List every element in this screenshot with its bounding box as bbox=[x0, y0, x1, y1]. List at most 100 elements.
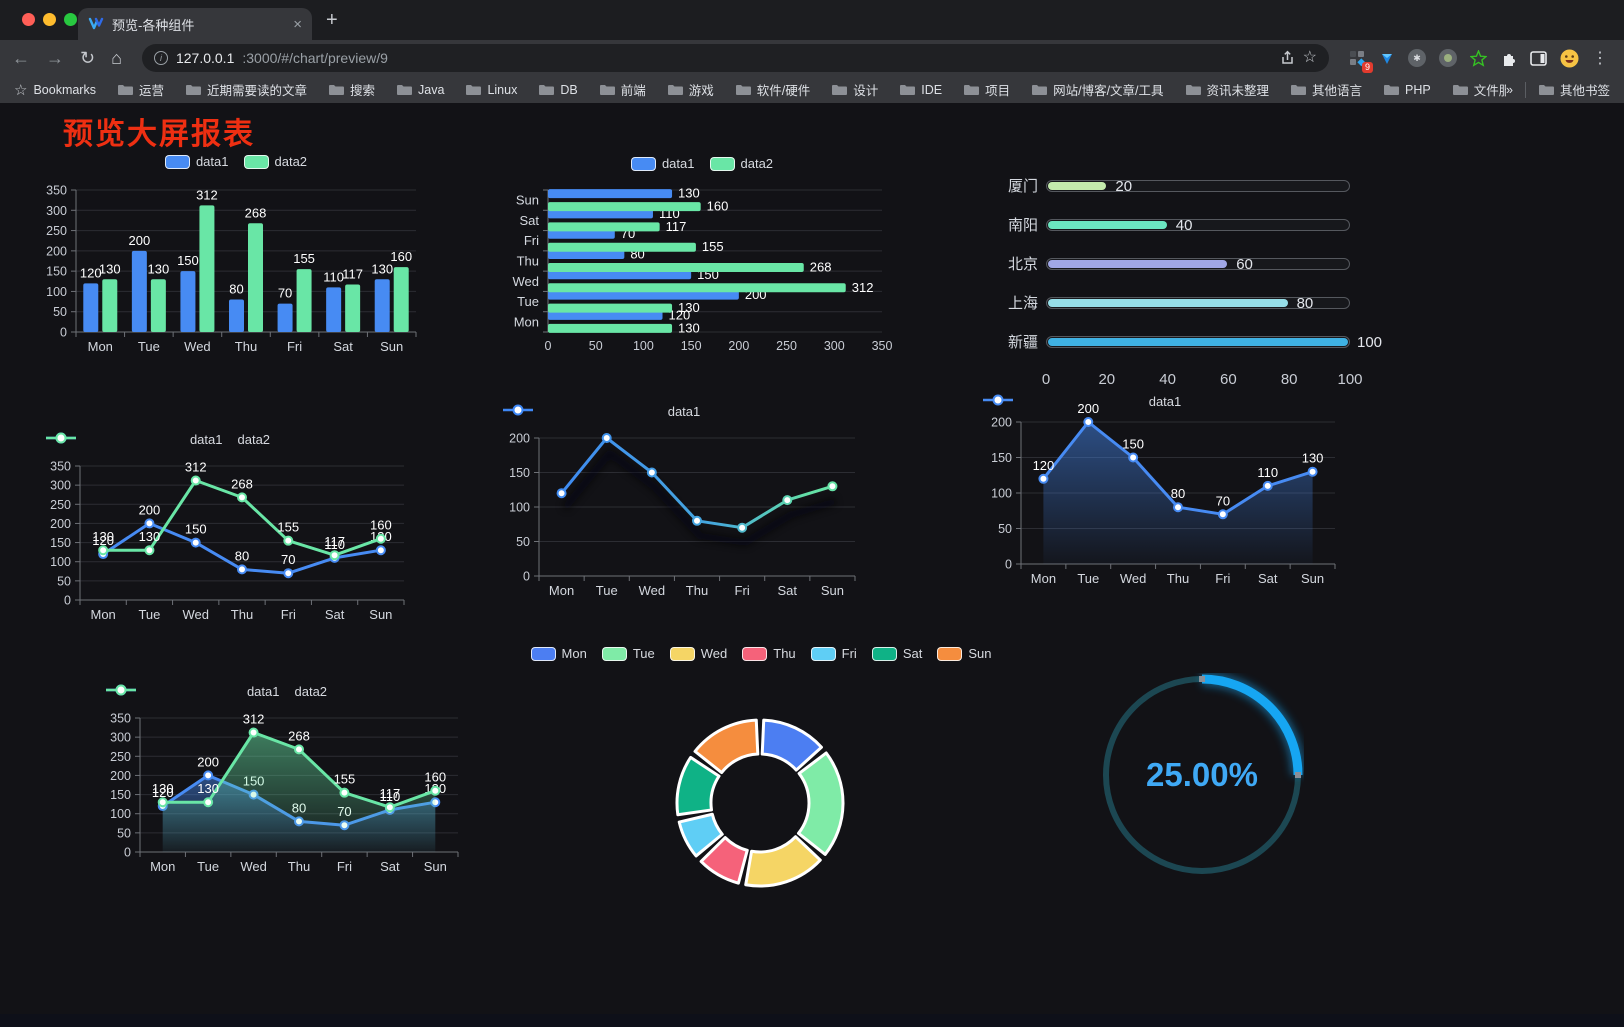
c7-canvas[interactable]: 0 50 100 150 200 250 300 350 Mon Tue Wed Thu Fri Sat S… bbox=[106, 676, 468, 890]
bookmarks-overflow-chevron[interactable]: » bbox=[1506, 82, 1513, 97]
legend-item-data1[interactable]: data1 bbox=[630, 156, 695, 171]
browser-menu-icon[interactable]: ⋮ bbox=[1592, 50, 1608, 67]
svg-text:Fri: Fri bbox=[337, 859, 352, 874]
chart-bar-horizontal[interactable]: data1 data2 Mon Tue Wed Thu Fri Sat Sun 0 50 100 150… bbox=[506, 148, 898, 366]
legend-item-data1[interactable]: data1 bbox=[164, 154, 229, 169]
pie-slice-Wed[interactable] bbox=[744, 835, 822, 888]
bookmark-folder-item[interactable]: 设计 bbox=[831, 80, 878, 99]
bookmark-folder-item[interactable]: PHP bbox=[1383, 83, 1431, 97]
bookmark-folder-item[interactable]: Linux bbox=[465, 83, 517, 97]
diamond-extension-icon[interactable] bbox=[1379, 50, 1395, 66]
home-icon[interactable]: ⌂ bbox=[111, 48, 122, 68]
c5-canvas[interactable]: 0 50 100 150 200 Mon Tue Wed Thu Fri Sat Sun bbox=[503, 396, 865, 610]
progress-row-厦门[interactable]: 厦门 20 bbox=[998, 166, 1350, 205]
bookmark-folder-item[interactable]: 资讯未整理 bbox=[1185, 80, 1269, 99]
maximize-window-button[interactable] bbox=[64, 13, 77, 26]
svg-text:117: 117 bbox=[666, 219, 687, 234]
progress-row-南阳[interactable]: 南阳 40 bbox=[998, 205, 1350, 244]
legend-item-Sun[interactable]: Sun bbox=[937, 646, 991, 661]
legend-item-Tue[interactable]: Tue bbox=[601, 646, 655, 661]
legend-item-data2[interactable]: data2 bbox=[106, 684, 327, 699]
pie-slice-Tue[interactable] bbox=[796, 751, 845, 856]
legend-item-data1[interactable]: data1 bbox=[503, 404, 700, 419]
forward-icon[interactable]: → bbox=[46, 48, 64, 68]
tampermonkey-icon[interactable]: 9 bbox=[1349, 50, 1373, 73]
legend-item-Fri[interactable]: Fri bbox=[810, 646, 857, 661]
bookmark-star-icon[interactable]: ☆ bbox=[1302, 49, 1317, 66]
progress-fill bbox=[1048, 259, 1228, 268]
pie-slice-Sun[interactable] bbox=[693, 718, 760, 775]
chart-area-single[interactable]: data1 0 50 100 150 200 Mon Tue Wed Thu Fri Sat Sun 12… bbox=[983, 386, 1347, 596]
minimize-window-button[interactable] bbox=[43, 13, 56, 26]
bookmark-folder-item[interactable]: 运营 bbox=[117, 80, 164, 99]
legend-item-data1[interactable]: data1 bbox=[46, 432, 223, 447]
chart-area-dual[interactable]: data1 data2 0 50 100 150 200 250 300 350 Mon Tue Wed… bbox=[106, 676, 468, 890]
bookmark-folder-item[interactable]: 游戏 bbox=[667, 80, 714, 99]
chart-city-progress[interactable]: 厦门 20 南阳 40 北京 60 上海 80 新疆 100 0 20 40 60 80 100 bbox=[998, 152, 1382, 389]
svg-text:160: 160 bbox=[424, 770, 446, 785]
legend-item-data2[interactable]: data2 bbox=[243, 154, 307, 169]
chart-line-dual[interactable]: data1 data2 0 50 100 150 200 250 300 350 Mon Tue Wed… bbox=[46, 424, 414, 638]
bookmark-folder-item[interactable]: 文件服务器 bbox=[1452, 80, 1506, 99]
bookmark-folder-item[interactable]: IDE bbox=[899, 83, 942, 97]
mac-traffic-lights bbox=[22, 13, 77, 26]
bookmarks-star-icon[interactable]: ☆ bbox=[14, 81, 28, 99]
chart-gauge[interactable]: 25.00% bbox=[1100, 673, 1304, 877]
progress-row-上海[interactable]: 上海 80 bbox=[998, 283, 1350, 322]
chart-donut[interactable]: Mon Tue Wed Thu Fri Sat Sun bbox=[530, 638, 991, 896]
bookmark-folder-item[interactable]: 网站/博客/文章/工具 bbox=[1031, 80, 1164, 99]
share-icon[interactable] bbox=[1280, 50, 1295, 66]
puzzle-extensions-icon[interactable] bbox=[1500, 50, 1517, 67]
legend-item-Wed[interactable]: Wed bbox=[669, 646, 727, 661]
side-panel-icon[interactable] bbox=[1530, 50, 1547, 66]
bookmark-folder-item[interactable]: 搜索 bbox=[328, 80, 375, 99]
bookmarks-label[interactable]: Bookmarks bbox=[33, 82, 96, 97]
progress-row-新疆[interactable]: 新疆 100 bbox=[998, 322, 1382, 361]
svg-text:130: 130 bbox=[678, 320, 700, 335]
pie-slice-Sat[interactable] bbox=[675, 755, 721, 817]
svg-text:Mon: Mon bbox=[1031, 571, 1056, 586]
c9-canvas[interactable]: 25.00% bbox=[1100, 673, 1304, 877]
reload-icon[interactable]: ↻ bbox=[80, 48, 96, 68]
pie-slice-Thu[interactable] bbox=[699, 836, 749, 885]
bookmark-folder-item[interactable]: 项目 bbox=[963, 80, 1010, 99]
bookmark-folder-item[interactable]: 软件/硬件 bbox=[735, 80, 810, 99]
recorder-extension-icon[interactable] bbox=[1439, 49, 1457, 67]
bookmark-folder-item[interactable]: 近期需要读的文章 bbox=[185, 80, 307, 99]
pie-slice-Fri[interactable] bbox=[677, 812, 724, 858]
pie-slice-Mon[interactable] bbox=[760, 718, 823, 772]
address-bar[interactable]: i 127.0.0.1 :3000/#/chart/preview/9 ☆ bbox=[141, 44, 1329, 72]
c4-canvas[interactable]: 0 50 100 150 200 250 300 350 Mon Tue Wed Thu Fri Sat S… bbox=[46, 424, 414, 638]
legend-item-data1[interactable]: data1 bbox=[106, 684, 280, 699]
other-bookmarks[interactable]: 其他书签 bbox=[1538, 80, 1610, 99]
legend-item-data1[interactable]: data1 bbox=[983, 394, 1181, 409]
c1-canvas[interactable]: 0 50 100 150 200 250 300 350 Mon Tue Wed Thu Fri Sat S… bbox=[46, 146, 426, 364]
c6-canvas[interactable]: 0 50 100 150 200 Mon Tue Wed Thu Fri Sat Sun 120 200 1… bbox=[983, 386, 1347, 596]
bookmark-folder-item[interactable]: DB bbox=[538, 83, 578, 97]
settings-extension-icon[interactable]: ✱ bbox=[1408, 49, 1426, 67]
tab-close-icon[interactable]: × bbox=[293, 15, 302, 33]
bookmark-folder-item[interactable]: Java bbox=[396, 83, 444, 97]
browser-tab[interactable]: 预览-各种组件 × bbox=[78, 8, 312, 40]
new-tab-button[interactable]: + bbox=[326, 9, 338, 31]
svg-text:Thu: Thu bbox=[686, 583, 708, 598]
progress-row-北京[interactable]: 北京 60 bbox=[998, 244, 1350, 283]
close-window-button[interactable] bbox=[22, 13, 35, 26]
legend-item-Sat[interactable]: Sat bbox=[871, 646, 922, 661]
c8-canvas[interactable] bbox=[553, 638, 969, 896]
emoji-profile-avatar[interactable] bbox=[1560, 49, 1579, 68]
chart-bar-vertical[interactable]: data1 data2 0 50 100 150 200 250 300 350 Mon Tue Wed… bbox=[46, 146, 426, 364]
legend-label: data1 bbox=[661, 156, 695, 171]
legend-item-Thu[interactable]: Thu bbox=[742, 646, 796, 661]
bookmark-folder-item[interactable]: 其他语言 bbox=[1290, 80, 1362, 99]
svg-text:200: 200 bbox=[110, 769, 131, 783]
legend-item-data2[interactable]: data2 bbox=[709, 156, 773, 171]
c2-canvas[interactable]: Mon Tue Wed Thu Fri Sat Sun 0 50 100 150 200 250 300 3… bbox=[506, 148, 898, 366]
green-star-extension-icon[interactable] bbox=[1470, 49, 1487, 67]
bookmark-folder-item[interactable]: 前端 bbox=[599, 80, 646, 99]
legend-item-Mon[interactable]: Mon bbox=[530, 646, 587, 661]
back-icon[interactable]: ← bbox=[12, 48, 30, 68]
chart-line-gradient[interactable]: data1 0 50 100 150 200 Mon Tue Wed Thu Fri Sat Sun bbox=[503, 396, 865, 610]
legend-item-data2[interactable]: data2 bbox=[46, 432, 270, 447]
site-info-icon[interactable]: i bbox=[153, 51, 168, 65]
